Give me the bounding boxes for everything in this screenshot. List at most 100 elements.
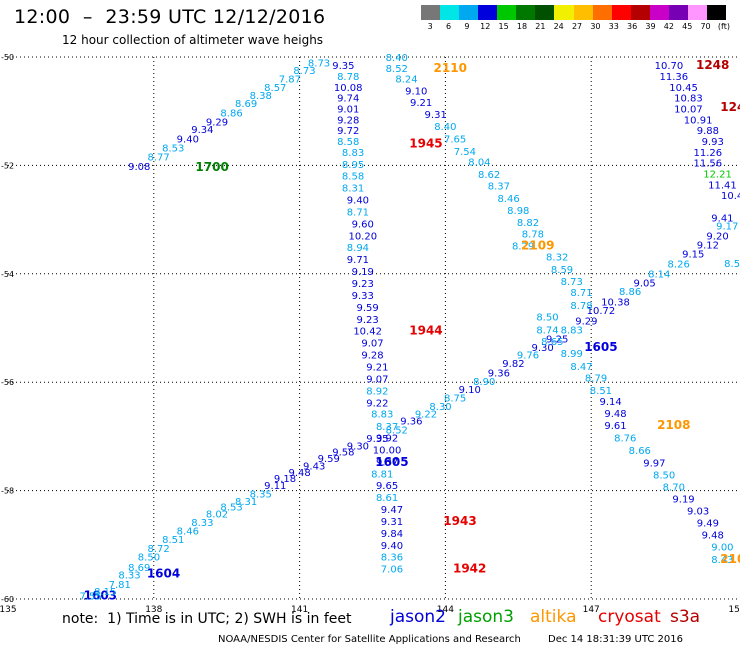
x-tick-label: 135 (0, 605, 17, 615)
swh-value-label: 9.18 (274, 474, 296, 485)
color-swatch (573, 5, 593, 20)
swh-value-label: 9.97 (643, 458, 665, 469)
swh-value-label: 8.33 (118, 571, 140, 582)
pass-time-label: 2107 (720, 552, 740, 566)
y-tick-label: -52 (1, 161, 14, 170)
pass-time-label: 2108 (657, 418, 690, 432)
color-swatch (516, 5, 536, 20)
chart-subtitle: 12 hour collection of altimeter wave hei… (62, 33, 324, 47)
swh-value-label: 8.78 (337, 72, 359, 83)
x-tick-label: 141 (291, 605, 308, 615)
swh-value-label: 8.81 (371, 469, 393, 480)
pass-time-label: 1248 (696, 58, 729, 72)
swh-value-label: 8.73 (561, 277, 583, 288)
swh-value-label: 9.30 (531, 343, 553, 354)
swh-value-label: 8.15 (94, 587, 116, 598)
swh-value-label: 9.74 (337, 94, 359, 105)
swh-value-label: 8.69 (235, 99, 257, 110)
y-tick-label: -58 (1, 487, 14, 496)
swh-value-label: 8.37 (376, 422, 398, 433)
swh-value-label: 9.92 (376, 433, 398, 444)
swh-value-label: 8.52 (386, 64, 408, 75)
x-tick-label: 138 (145, 605, 162, 615)
swh-value-label: 8.37 (488, 181, 510, 192)
swh-value-label: 8.86 (619, 287, 641, 298)
swh-value-label: 8.92 (366, 386, 388, 397)
swh-value-label: 9.47 (381, 505, 403, 516)
swh-value-label: 8.61 (376, 493, 398, 504)
swh-value-label: 8.78 (570, 301, 592, 312)
swh-value-label: 9.88 (697, 126, 719, 137)
color-swatch (497, 5, 517, 20)
pass-time-label: 1605 (584, 340, 617, 354)
swh-value-label: 9.72 (337, 126, 359, 137)
color-swatch (478, 5, 498, 20)
color-swatch (592, 5, 612, 20)
timestamp: Dec 14 18:31:39 UTC 2016 (548, 634, 683, 645)
swh-value-label: 10.70 (655, 61, 684, 72)
swh-value-label: 11.36 (659, 72, 688, 83)
swh-value-label: 9.23 (352, 279, 374, 290)
satellite-legend-altika: altika (530, 607, 577, 627)
swh-value-label: 9.11 (264, 481, 286, 492)
swh-value-label: 9.48 (288, 468, 310, 479)
pass-time-label: 1945 (409, 137, 442, 151)
swh-value-label: 8.70 (663, 482, 685, 493)
swh-value-label: 9.60 (352, 219, 374, 230)
swh-value-label: 8.24 (395, 75, 417, 86)
color-scale-label: 45 (682, 22, 693, 31)
swh-value-label: 9.15 (682, 250, 704, 261)
swh-value-label: 9.12 (697, 241, 719, 252)
credit-line: NOAA/NESDIS Center for Satellite Applica… (218, 634, 521, 645)
swh-value-label: 8.77 (148, 153, 170, 164)
swh-value-label: 9.22 (415, 410, 437, 421)
swh-value-label: 8.50 (536, 313, 558, 324)
swh-value-label: 8.46 (497, 194, 519, 205)
swh-value-label: 11.56 (694, 159, 723, 170)
y-tick-label: -54 (1, 270, 14, 279)
pass-time-label: 1603 (84, 589, 117, 603)
swh-value-label: 9.59 (318, 454, 340, 465)
swh-value-label: 10.83 (674, 94, 703, 105)
swh-value-label: 9.19 (672, 495, 694, 506)
swh-value-label: 9.33 (352, 291, 374, 302)
swh-value-label: 9.31 (381, 517, 403, 528)
swh-value-label: 8.83 (342, 148, 364, 159)
swh-value-label: 9.36 (400, 417, 422, 428)
color-scale-label: 15 (498, 22, 509, 31)
swh-value-label: 9.43 (303, 462, 325, 473)
swh-value-label: 9.31 (425, 110, 447, 121)
swh-value-label: 8.50 (138, 553, 160, 564)
color-swatch (668, 5, 688, 20)
pass-time-label: 1942 (453, 562, 486, 576)
swh-value-label: 8.83 (371, 410, 393, 421)
swh-value-label: 8.51 (162, 535, 184, 546)
swh-value-label: 8.52 (386, 425, 408, 436)
pass-time-label: 1943 (443, 514, 476, 528)
pass-time-label: 1700 (195, 160, 228, 174)
chart-title: 12:00 – 23:59 UTC 12/12/2016 (14, 6, 326, 28)
swh-value-label: 11.41 (708, 180, 737, 191)
swh-value-label: 8.46 (177, 527, 199, 538)
swh-value-label: 8.29 (512, 242, 534, 253)
swh-value-label: 8.04 (468, 158, 490, 169)
swh-value-label: 8.58 (337, 137, 359, 148)
swh-value-label: 8.40 (386, 53, 408, 64)
swh-value-label: 8.71 (570, 288, 592, 299)
swh-value-label: 8.02 (206, 509, 228, 520)
swh-value-label: 9.37 (376, 457, 398, 468)
swh-value-label: 8.26 (668, 260, 690, 271)
swh-value-label: 8.69 (128, 563, 150, 574)
swh-value-label: 7.65 (444, 134, 466, 145)
color-scale-label: 70 (700, 22, 711, 31)
swh-value-label: 8.53 (220, 502, 242, 513)
swh-value-label: 9.35 (332, 61, 354, 72)
swh-value-label: 9.82 (502, 359, 524, 370)
swh-value-label: 8.38 (250, 91, 272, 102)
swh-value-label: 9.30 (347, 442, 369, 453)
color-scale-label: 18 (516, 22, 528, 31)
swh-value-label: 9.21 (410, 98, 432, 109)
swh-value-label: 9.59 (357, 303, 379, 314)
pass-time-label: 1247 (720, 100, 740, 114)
swh-value-label: 9.17 (716, 222, 738, 233)
